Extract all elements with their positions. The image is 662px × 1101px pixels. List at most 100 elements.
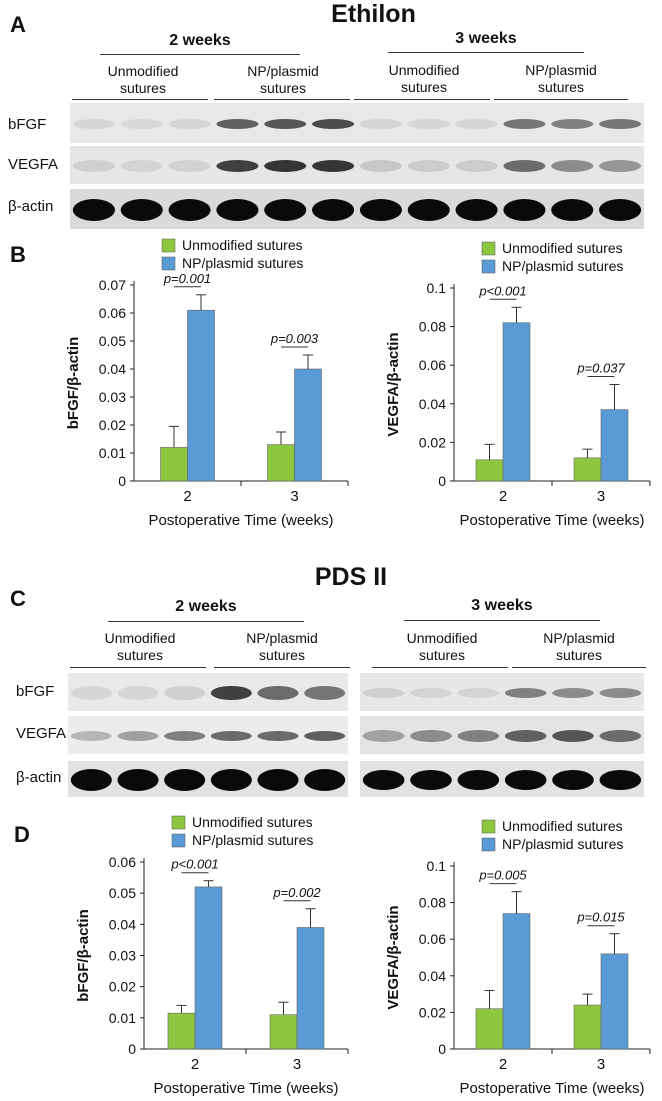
blot-band <box>455 119 498 129</box>
blot-strip-pds-bfgf-week3 <box>360 673 644 711</box>
p-value-label: p=0.002 <box>272 885 321 900</box>
bar <box>475 459 504 482</box>
blot-band <box>455 199 498 221</box>
blot-band <box>70 686 112 700</box>
blot-label-bactin: β-actin <box>16 769 62 786</box>
y-tick-label: 0.08 <box>419 895 446 911</box>
blot-band <box>410 688 452 698</box>
p-value-label: p=0.001 <box>163 271 211 286</box>
blot-band <box>168 119 211 129</box>
bar <box>294 368 322 482</box>
week-3-label: 3 weeks <box>471 597 533 614</box>
y-tick-label: 0 <box>118 473 126 489</box>
blot-label-bfgf: bFGF <box>8 116 47 133</box>
blot-band <box>264 160 307 172</box>
p-value-label: p=0.005 <box>478 868 527 883</box>
group-underline <box>72 99 208 100</box>
blot-band <box>407 199 450 221</box>
blot-band <box>504 770 547 790</box>
x-tick-label: 3 <box>293 1056 301 1073</box>
legend-label: Unmodified sutures <box>502 240 623 256</box>
blot-band <box>216 160 259 172</box>
blot-band <box>504 730 547 742</box>
x-tick-label: 2 <box>191 1056 199 1073</box>
group-label-unmodified: Unmodified sutures <box>72 63 214 97</box>
bar <box>600 953 629 1050</box>
panel-title-ethilon: Ethilon <box>331 0 416 28</box>
y-axis-label: bFGF/β-actin <box>75 909 92 1001</box>
blot-band <box>552 688 594 698</box>
blot-band <box>304 686 346 700</box>
blot-label-bfgf: bFGF <box>16 683 55 700</box>
blot-band <box>257 686 299 700</box>
group-label-line: sutures <box>419 647 465 663</box>
bar <box>160 447 188 482</box>
legend-swatch <box>481 241 496 256</box>
group-label-line: NP/plasmid <box>543 630 615 646</box>
group-underline <box>494 99 628 100</box>
blot-band <box>216 119 259 129</box>
blot-band <box>168 160 211 172</box>
blot-band <box>304 769 346 791</box>
blot-band <box>117 731 159 741</box>
bar <box>194 886 223 1050</box>
y-tick-label: 0.05 <box>99 333 126 349</box>
p-value-label: p=0.003 <box>270 331 319 346</box>
bar <box>296 927 325 1050</box>
group-label-line: sutures <box>260 80 306 96</box>
panel-letter-d: D <box>14 822 30 847</box>
group-label-line: Unmodified <box>388 62 460 78</box>
group-label-line: sutures <box>556 647 602 663</box>
blot-band <box>457 688 500 698</box>
bar <box>573 1004 602 1050</box>
chart-d-right-vegfa: Unmodified sutures NP/plasmid sutures 0 0.0… <box>385 818 651 1097</box>
legend-label: Unmodified sutures <box>192 814 313 830</box>
y-tick-label: 0.04 <box>99 361 126 377</box>
blot-strip-pds-bfgf-week2 <box>68 673 348 711</box>
legend-swatch <box>161 238 176 253</box>
x-tick-label: 3 <box>597 488 605 505</box>
blot-band <box>70 731 112 741</box>
legend-swatch <box>481 837 496 852</box>
chart-d-left-bfgf: Unmodified sutures NP/plasmid sutures 0 0.0… <box>75 814 349 1097</box>
blot-band <box>257 731 299 741</box>
blot-band <box>312 199 355 221</box>
blot-band <box>457 730 500 742</box>
blot-band <box>304 731 346 741</box>
group-underline <box>372 667 508 668</box>
panel-letter-c: C <box>10 586 26 611</box>
y-tick-label: 0.06 <box>99 305 126 321</box>
group-label-line: sutures <box>117 647 163 663</box>
y-tick-label: 0.04 <box>419 396 446 412</box>
blot-band <box>599 199 642 221</box>
blot-band <box>117 769 159 791</box>
y-tick-label: 0.07 <box>99 277 126 293</box>
y-tick-label: 0.04 <box>419 968 446 984</box>
bar <box>502 913 531 1050</box>
x-tick-label: 3 <box>290 488 298 505</box>
y-axis-label: bFGF/β-actin <box>65 337 82 429</box>
y-tick-label: 0.1 <box>427 280 447 296</box>
group-label-line: sutures <box>538 79 584 95</box>
blot-band <box>117 686 159 700</box>
y-tick-label: 0 <box>438 473 446 489</box>
blot-band <box>72 160 115 172</box>
blot-band <box>164 686 206 700</box>
week-2-label: 2 weeks <box>175 598 237 615</box>
group-underline <box>214 667 350 668</box>
blot-label-vegfa: VEGFA <box>8 156 59 173</box>
blot-label-vegfa: VEGFA <box>16 725 67 742</box>
y-tick-label: 0.1 <box>427 858 447 874</box>
legend-swatch <box>481 819 496 834</box>
group-label-line: NP/plasmid <box>247 63 319 79</box>
y-axis-label: VEGFA/β-actin <box>385 332 402 436</box>
blot-band <box>168 199 211 221</box>
group-label-line: NP/plasmid <box>525 62 597 78</box>
blot-strip-pds-vegfa-week3 <box>360 716 644 754</box>
legend-swatch <box>171 815 186 830</box>
x-axis-label: Postoperative Time (weeks) <box>459 512 644 529</box>
blot-strip-pds-vegfa-week2 <box>68 716 348 754</box>
legend-label: NP/plasmid sutures <box>502 836 623 852</box>
group-label-line: Unmodified <box>406 630 478 646</box>
x-axis-label: Postoperative Time (weeks) <box>153 1080 338 1097</box>
